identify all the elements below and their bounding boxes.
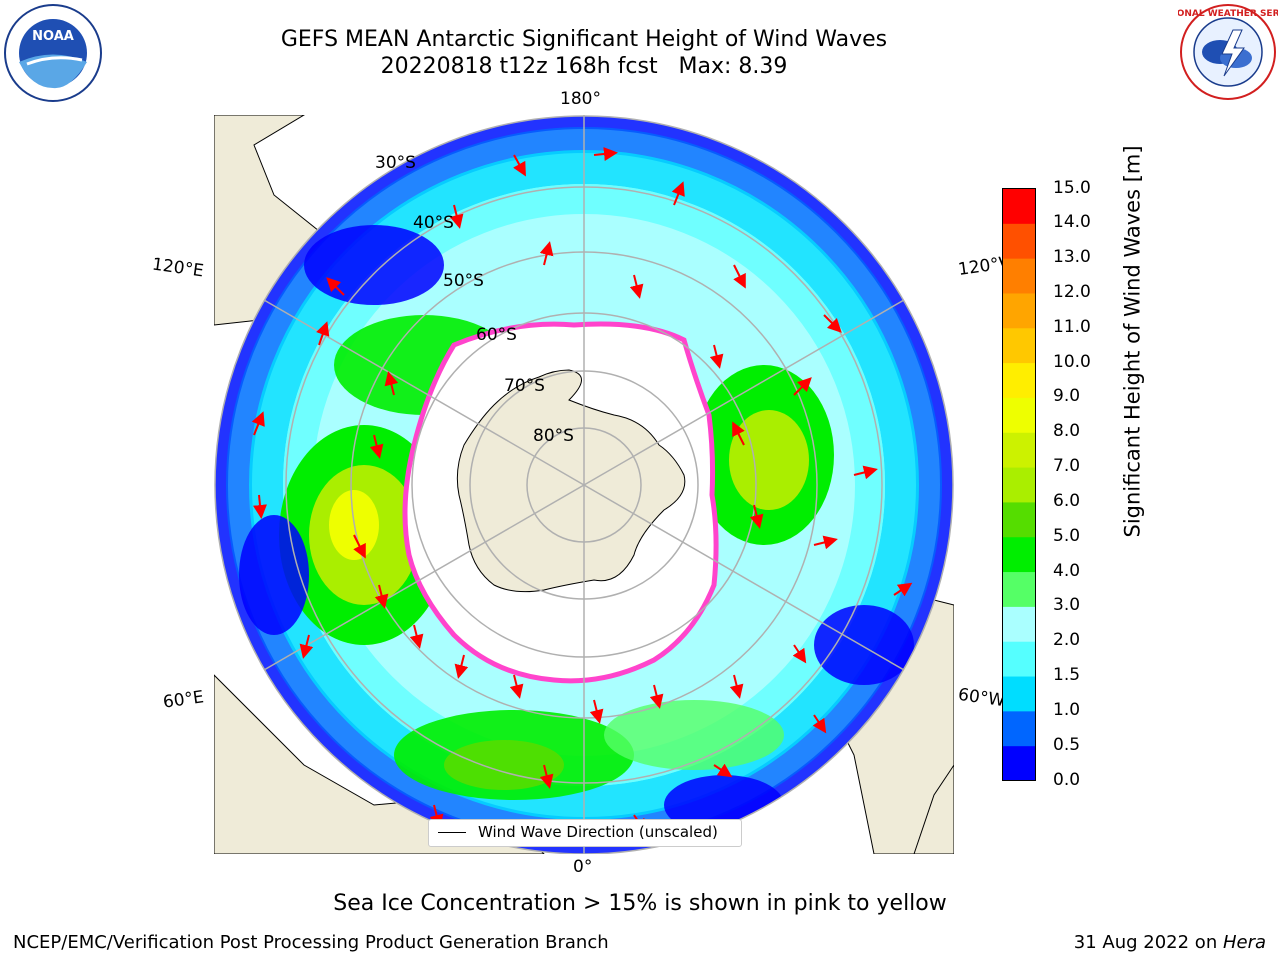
colorbar-tick-label: 9.0: [1053, 386, 1081, 407]
colorbar-tick-label: 0.0: [1053, 769, 1081, 790]
map-subtitle-forecast: 20220818 t12z 168h fcst Max: 8.39: [380, 54, 788, 79]
colorbar-segment: [1002, 292, 1036, 329]
colorbar-tick-label: 15.0: [1053, 177, 1091, 198]
colorbar-segment: [1002, 641, 1036, 677]
lon-label-left-upper: 120°E: [150, 254, 205, 282]
colorbar-tick-label: 10.0: [1053, 351, 1091, 372]
colorbar-segment: [1002, 362, 1036, 398]
polar-map: [214, 115, 954, 854]
colorbar-segment: [1002, 258, 1036, 294]
footer-date: 31 Aug 2022 on Hera: [1074, 932, 1266, 953]
lon-label-left-lower: 60°E: [161, 687, 206, 713]
colorbar-tick-label: 14.0: [1053, 212, 1091, 233]
colorbar-segment: [1002, 397, 1036, 433]
noaa-logo-text: NOAA: [32, 29, 74, 44]
lat-label-60s: 60°S: [476, 325, 517, 345]
map-title: GEFS MEAN Antarctic Significant Height o…: [280, 27, 888, 52]
nws-logo-text: NATIONAL WEATHER SERVICE: [1178, 9, 1278, 19]
colorbar-segment: [1002, 536, 1036, 573]
colorbar-segment: [1002, 223, 1036, 259]
footer-credit: NCEP/EMC/Verification Post Processing Pr…: [13, 932, 609, 953]
footer-machine: Hera: [1222, 932, 1266, 953]
antarctica-land: [456, 369, 686, 593]
colorbar-tick-label: 0.5: [1053, 734, 1081, 755]
colorbar-tick-label: 7.0: [1053, 456, 1081, 477]
colorbar-tick-label: 1.5: [1053, 665, 1081, 686]
lon-label-right-lower: 60°W: [956, 684, 1007, 712]
colorbar-tick-label: 4.0: [1053, 560, 1081, 581]
colorbar-segment: [1002, 710, 1036, 747]
colorbar-tick-label: 1.0: [1053, 699, 1081, 720]
colorbar-segment: [1002, 571, 1036, 607]
colorbar-segment: [1002, 501, 1036, 538]
colorbar-segment: [1002, 467, 1036, 503]
colorbar-tick-label: 12.0: [1053, 281, 1091, 302]
lat-label-30s: 30°S: [375, 153, 416, 173]
lat-label-80s: 80°S: [533, 426, 574, 446]
colorbar-tick-label: 5.0: [1053, 525, 1081, 546]
graticule: [214, 115, 954, 854]
colorbar-tick-label: 3.0: [1053, 595, 1081, 616]
lat-label-50s: 50°S: [443, 271, 484, 291]
legend-label: Wind Wave Direction (unscaled): [478, 823, 718, 841]
colorbar-segment: [1002, 606, 1036, 642]
noaa-logo-icon: NOAA: [4, 4, 102, 102]
colorbar-segment: [1002, 676, 1036, 712]
legend-line-icon: [438, 832, 466, 833]
colorbar-segment: [1002, 745, 1036, 781]
colorbar-segment: [1002, 327, 1036, 364]
sea-ice-note: Sea Ice Concentration > 15% is shown in …: [333, 891, 947, 916]
colorbar-tick-label: 11.0: [1053, 316, 1091, 337]
colorbar: [1002, 188, 1036, 781]
lat-label-70s: 70°S: [504, 376, 545, 396]
map-legend: Wind Wave Direction (unscaled): [428, 819, 742, 847]
lon-label-top: 180°: [560, 89, 601, 109]
colorbar-tick-label: 2.0: [1053, 630, 1081, 651]
colorbar-title: Significant Height of Wind Waves [m]: [1120, 145, 1145, 538]
nws-logo-icon: NATIONAL WEATHER SERVICE: [1178, 4, 1278, 100]
colorbar-tick-label: 6.0: [1053, 490, 1081, 511]
wind-wave-arrows: [251, 147, 913, 834]
lon-label-bottom: 0°: [573, 857, 593, 877]
lat-label-40s: 40°S: [413, 213, 454, 233]
colorbar-tick-label: 13.0: [1053, 247, 1091, 268]
colorbar-segment: [1002, 188, 1036, 224]
colorbar-tick-label: 8.0: [1053, 421, 1081, 442]
footer-date-text: 31 Aug 2022 on: [1073, 932, 1223, 953]
colorbar-segment: [1002, 432, 1036, 468]
